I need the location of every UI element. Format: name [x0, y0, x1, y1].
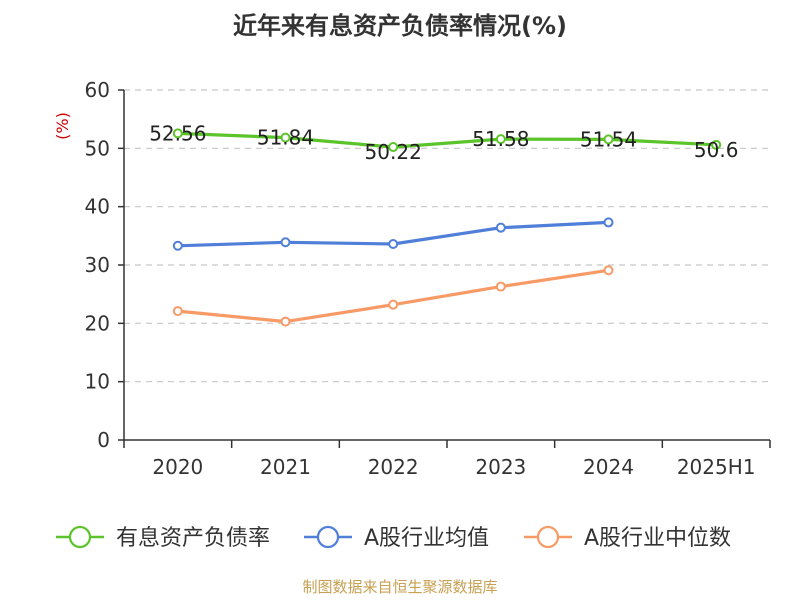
grid-lines — [124, 89, 770, 383]
x-tick-label-2023: 2023 — [475, 455, 526, 479]
y-tick-label-60: 60 — [85, 78, 110, 102]
data-point-1-2024 — [603, 134, 614, 145]
data-point-2-2024 — [603, 217, 614, 228]
x-tick-label-2025H1: 2025H1 — [677, 455, 756, 479]
data-label-2024: 51.54 — [580, 127, 637, 151]
y-tick-label-30: 30 — [85, 253, 110, 277]
data-point-3-2022 — [388, 299, 399, 310]
data-label-2022: 50.22 — [365, 140, 422, 164]
x-tick-label-2022: 2022 — [368, 455, 419, 479]
data-label-2023: 51.58 — [472, 127, 529, 151]
legend-item-3[interactable]: A股行业中位数 — [524, 525, 731, 551]
data-labels: 52.56 51.84 50.22 51.58 51.54 50.6 — [149, 121, 738, 164]
y-tick-label-0: 0 — [97, 428, 110, 452]
legend-label-3: A股行业中位数 — [584, 526, 731, 551]
data-label-2021: 51.84 — [257, 126, 314, 150]
data-point-2-2023 — [495, 222, 506, 233]
data-point-1-2022 — [388, 142, 399, 153]
data-point-2-2020 — [172, 240, 183, 251]
series-line-3 — [176, 268, 611, 324]
data-point-3-2024 — [603, 265, 614, 276]
data-label-2025H1: 50.6 — [694, 138, 739, 162]
chart-title: 近年来有息资产负债率情况(%) — [233, 12, 567, 40]
y-axis-label: (%) — [53, 112, 72, 140]
axes: 0 10 20 30 40 50 60 2020 2021 2022 2023 2024 2025H1 — [85, 78, 771, 479]
data-label-2020: 52.56 — [149, 121, 206, 145]
y-tick-label-50: 50 — [85, 136, 110, 160]
x-tick-label-2020: 2020 — [152, 455, 203, 479]
legend-marker-2 — [316, 525, 340, 549]
y-tick-label-40: 40 — [85, 195, 110, 219]
data-point-3-2020 — [172, 306, 183, 317]
x-tick-label-2021: 2021 — [260, 455, 311, 479]
legend-label-2: A股行业均值 — [364, 526, 489, 551]
y-tick-label-20: 20 — [85, 311, 110, 335]
legend-marker-1 — [68, 525, 92, 549]
legend[interactable]: 有息资产负债率 A股行业均值 A股行业中位数 — [56, 525, 731, 551]
y-tick-label-10: 10 — [85, 370, 110, 394]
source-note: 制图数据来自恒生聚源数据库 — [302, 578, 497, 596]
legend-marker-3 — [536, 525, 560, 549]
data-point-3-2023 — [495, 281, 506, 292]
data-point-1-2023 — [495, 134, 506, 145]
series-lines — [172, 128, 722, 327]
x-tick-label-2024: 2024 — [583, 455, 634, 479]
data-point-3-2021 — [280, 316, 291, 327]
data-point-1-2021 — [280, 132, 291, 143]
legend-label-1: 有息资产负债率 — [116, 526, 270, 551]
data-point-2-2021 — [280, 237, 291, 248]
legend-item-2[interactable]: A股行业均值 — [304, 525, 489, 551]
series-line-1 — [176, 131, 718, 149]
data-point-1-2025H1 — [711, 139, 722, 150]
legend-item-1[interactable]: 有息资产负债率 — [56, 525, 270, 551]
data-point-1-2020 — [172, 128, 183, 139]
data-point-2-2022 — [388, 239, 399, 249]
